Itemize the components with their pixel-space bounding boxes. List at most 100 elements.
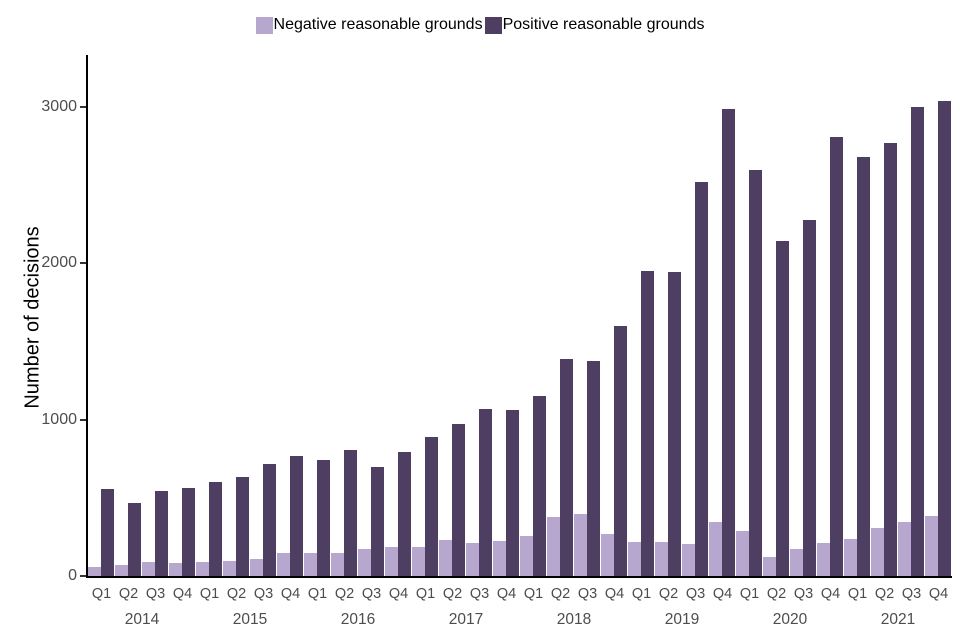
y-tick-mark — [80, 106, 86, 108]
x-tick-label-quarter: Q2 — [550, 586, 571, 602]
negative-bar-2015-Q3 — [250, 558, 263, 576]
x-tick-label-quarter: Q4 — [172, 586, 193, 602]
positive-bar-2015-Q3 — [263, 464, 276, 576]
negative-bar-2019-Q3 — [682, 543, 695, 576]
positive-bar-2019-Q2 — [668, 271, 681, 576]
x-tick-label-quarter: Q2 — [226, 586, 247, 602]
x-tick-label-quarter: Q4 — [820, 586, 841, 602]
positive-bar-2020-Q1 — [749, 170, 762, 576]
negative-bar-2015-Q1 — [196, 561, 209, 576]
negative-bar-2021-Q3 — [898, 522, 911, 576]
negative-bar-2017-Q3 — [466, 543, 479, 576]
negative-bar-2017-Q2 — [439, 540, 452, 576]
negative-bar-2017-Q1 — [412, 547, 425, 576]
positive-bar-2021-Q1 — [857, 157, 870, 576]
x-tick-label-quarter: Q4 — [928, 586, 949, 602]
x-tick-label-quarter: Q2 — [766, 586, 787, 602]
y-tick-label: 1000 — [41, 410, 77, 428]
negative-bar-2018-Q4 — [601, 533, 614, 576]
negative-bar-2016-Q3 — [358, 548, 371, 576]
positive-bar-2018-Q1 — [533, 396, 546, 576]
x-tick-label-quarter: Q4 — [388, 586, 409, 602]
x-tick-label-quarter: Q1 — [91, 586, 112, 602]
y-axis-line — [86, 55, 88, 578]
positive-bar-2017-Q4 — [506, 409, 519, 576]
x-axis-year-label: 2015 — [232, 611, 268, 628]
x-tick-label-quarter: Q4 — [712, 586, 733, 602]
negative-bar-2014-Q3 — [142, 561, 155, 576]
negative-bar-2020-Q2 — [763, 557, 776, 576]
x-tick-label-quarter: Q3 — [469, 586, 490, 602]
x-tick-label-quarter: Q1 — [307, 586, 328, 602]
positive-bar-2019-Q3 — [695, 182, 708, 576]
negative-bar-2020-Q3 — [790, 549, 803, 576]
y-tick-mark — [80, 418, 86, 421]
negative-bar-2018-Q3 — [574, 514, 587, 576]
x-axis-year-label: 2020 — [772, 611, 808, 628]
negative-bar-2019-Q1 — [628, 542, 641, 576]
positive-bar-2018-Q2 — [560, 358, 573, 576]
x-axis-line — [86, 576, 952, 578]
x-tick-label-quarter: Q4 — [280, 586, 301, 602]
negative-bar-2021-Q2 — [871, 528, 884, 576]
negative-bar-2016-Q2 — [331, 553, 344, 576]
x-tick-label-quarter: Q2 — [442, 586, 463, 602]
x-tick-label-quarter: Q3 — [145, 586, 166, 602]
positive-bar-2018-Q4 — [614, 325, 627, 576]
negative-bar-2017-Q4 — [493, 540, 506, 576]
y-axis-title: Number of decisions — [21, 226, 44, 409]
x-tick-label-quarter: Q3 — [793, 586, 814, 602]
positive-bar-2015-Q4 — [290, 456, 303, 576]
x-tick-label-quarter: Q2 — [658, 586, 679, 602]
positive-bar-2017-Q1 — [425, 436, 438, 576]
negative-bar-2014-Q4 — [169, 563, 182, 576]
positive-bar-2014-Q2 — [128, 503, 141, 576]
legend-label-negative: Negative reasonable grounds — [273, 16, 483, 33]
negative-bar-2016-Q4 — [385, 547, 398, 576]
y-tick-label: 0 — [68, 567, 77, 584]
x-tick-label-quarter: Q2 — [874, 586, 895, 602]
positive-bar-2014-Q3 — [155, 490, 168, 576]
positive-bar-2021-Q4 — [938, 100, 951, 576]
negative-bar-2020-Q1 — [736, 530, 749, 576]
negative-bar-2020-Q4 — [817, 543, 830, 576]
y-tick-mark — [80, 575, 86, 577]
negative-bar-2015-Q4 — [277, 553, 290, 576]
x-tick-label-quarter: Q1 — [199, 586, 220, 602]
positive-bar-2020-Q4 — [830, 136, 843, 576]
chart-legend: Negative reasonable grounds Positive rea… — [0, 14, 960, 36]
positive-bar-2019-Q4 — [722, 109, 735, 576]
positive-bar-2020-Q3 — [803, 220, 816, 576]
legend-item-positive: Positive reasonable grounds — [484, 16, 704, 34]
positive-bar-2017-Q3 — [479, 408, 492, 576]
legend-item-negative: Negative reasonable grounds — [255, 16, 483, 34]
x-tick-label-quarter: Q1 — [415, 586, 436, 602]
positive-bar-2020-Q2 — [776, 241, 789, 576]
positive-bar-2015-Q1 — [209, 482, 222, 576]
x-tick-label-quarter: Q1 — [847, 586, 868, 602]
x-tick-label-quarter: Q1 — [523, 586, 544, 602]
negative-bar-2018-Q2 — [547, 517, 560, 576]
positive-bar-2019-Q1 — [641, 271, 654, 576]
negative-bar-2015-Q2 — [223, 561, 236, 576]
positive-bar-2021-Q3 — [911, 107, 924, 576]
x-tick-label-quarter: Q3 — [361, 586, 382, 602]
y-tick-mark — [80, 262, 86, 265]
x-tick-label-quarter: Q1 — [739, 586, 760, 602]
x-tick-label-quarter: Q2 — [118, 586, 139, 602]
x-tick-label-quarter: Q3 — [901, 586, 922, 602]
x-tick-label-quarter: Q1 — [631, 586, 652, 602]
x-axis-year-label: 2016 — [340, 611, 376, 628]
positive-bar-2018-Q3 — [587, 361, 600, 576]
x-tick-label-quarter: Q2 — [334, 586, 355, 602]
negative-bar-2021-Q4 — [925, 515, 938, 576]
x-axis-year-label: 2014 — [124, 611, 160, 628]
negative-series-swatch-icon — [255, 16, 273, 34]
negative-bar-2018-Q1 — [520, 536, 533, 576]
x-tick-label-quarter: Q4 — [496, 586, 517, 602]
positive-bar-2014-Q1 — [101, 489, 114, 576]
y-tick-label: 3000 — [41, 98, 77, 115]
positive-bar-2016-Q1 — [317, 459, 330, 576]
x-tick-label-quarter: Q3 — [577, 586, 598, 602]
